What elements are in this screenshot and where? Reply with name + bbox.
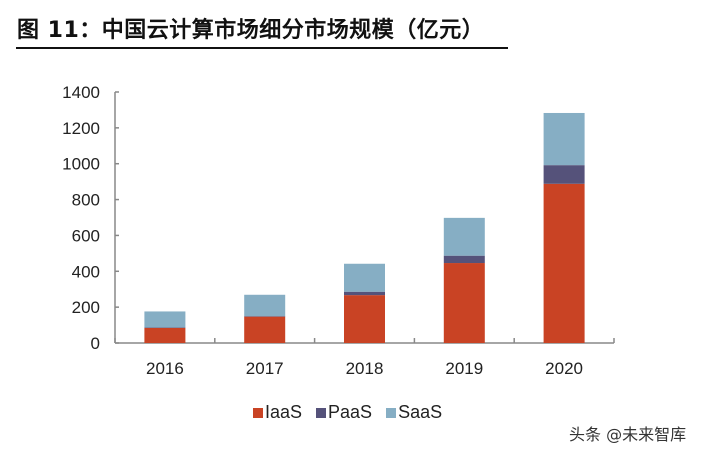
legend: IaaS PaaS SaaS xyxy=(253,402,442,423)
bar-iaas-2018 xyxy=(344,295,385,343)
legend-item-saas: SaaS xyxy=(386,402,442,423)
bar-paas-2016 xyxy=(144,327,186,328)
legend-item-paas: PaaS xyxy=(316,402,372,423)
watermark: 头条 @未来智库 xyxy=(569,425,687,444)
x-tick-label: 2018 xyxy=(346,359,384,378)
y-tick-label: 1400 xyxy=(62,83,100,102)
bar-saas-2020 xyxy=(543,112,585,166)
bar-saas-2019 xyxy=(443,217,485,256)
bar-saas-2018 xyxy=(344,263,385,292)
bar-iaas-2019 xyxy=(443,263,485,343)
y-tick-label: 1000 xyxy=(62,155,100,174)
y-tick-label: 0 xyxy=(91,334,100,353)
legend-swatch xyxy=(386,407,397,418)
x-tick-label: 2016 xyxy=(146,359,184,378)
y-tick-label: 800 xyxy=(72,191,100,210)
y-tick-label: 600 xyxy=(72,226,100,245)
x-tick-label: 2020 xyxy=(545,359,583,378)
bar-paas-2019 xyxy=(443,255,485,264)
legend-label: IaaS xyxy=(265,402,303,422)
bar-paas-2017 xyxy=(244,316,286,317)
bar-paas-2020 xyxy=(543,165,585,184)
bar-saas-2016 xyxy=(144,311,186,328)
bar-iaas-2020 xyxy=(543,183,585,343)
x-tick-label: 2017 xyxy=(246,359,284,378)
legend-item-iaas: IaaS xyxy=(253,402,302,423)
legend-label: PaaS xyxy=(328,402,373,422)
y-tick-label: 1200 xyxy=(62,119,100,138)
bar-saas-2017 xyxy=(244,294,286,317)
bar-paas-2018 xyxy=(344,291,385,296)
y-tick-label: 400 xyxy=(72,262,100,281)
y-tick-label: 200 xyxy=(72,298,100,317)
legend-swatch xyxy=(253,407,263,418)
legend-swatch xyxy=(316,407,327,418)
chart-title: 图 11：中国云计算市场细分市场规模（亿元） xyxy=(17,18,485,43)
title-divider xyxy=(16,47,508,49)
bar-iaas-2016 xyxy=(144,327,186,343)
x-tick-label: 2019 xyxy=(445,359,483,378)
legend-label: SaaS xyxy=(398,402,443,422)
bar-iaas-2017 xyxy=(244,316,286,343)
